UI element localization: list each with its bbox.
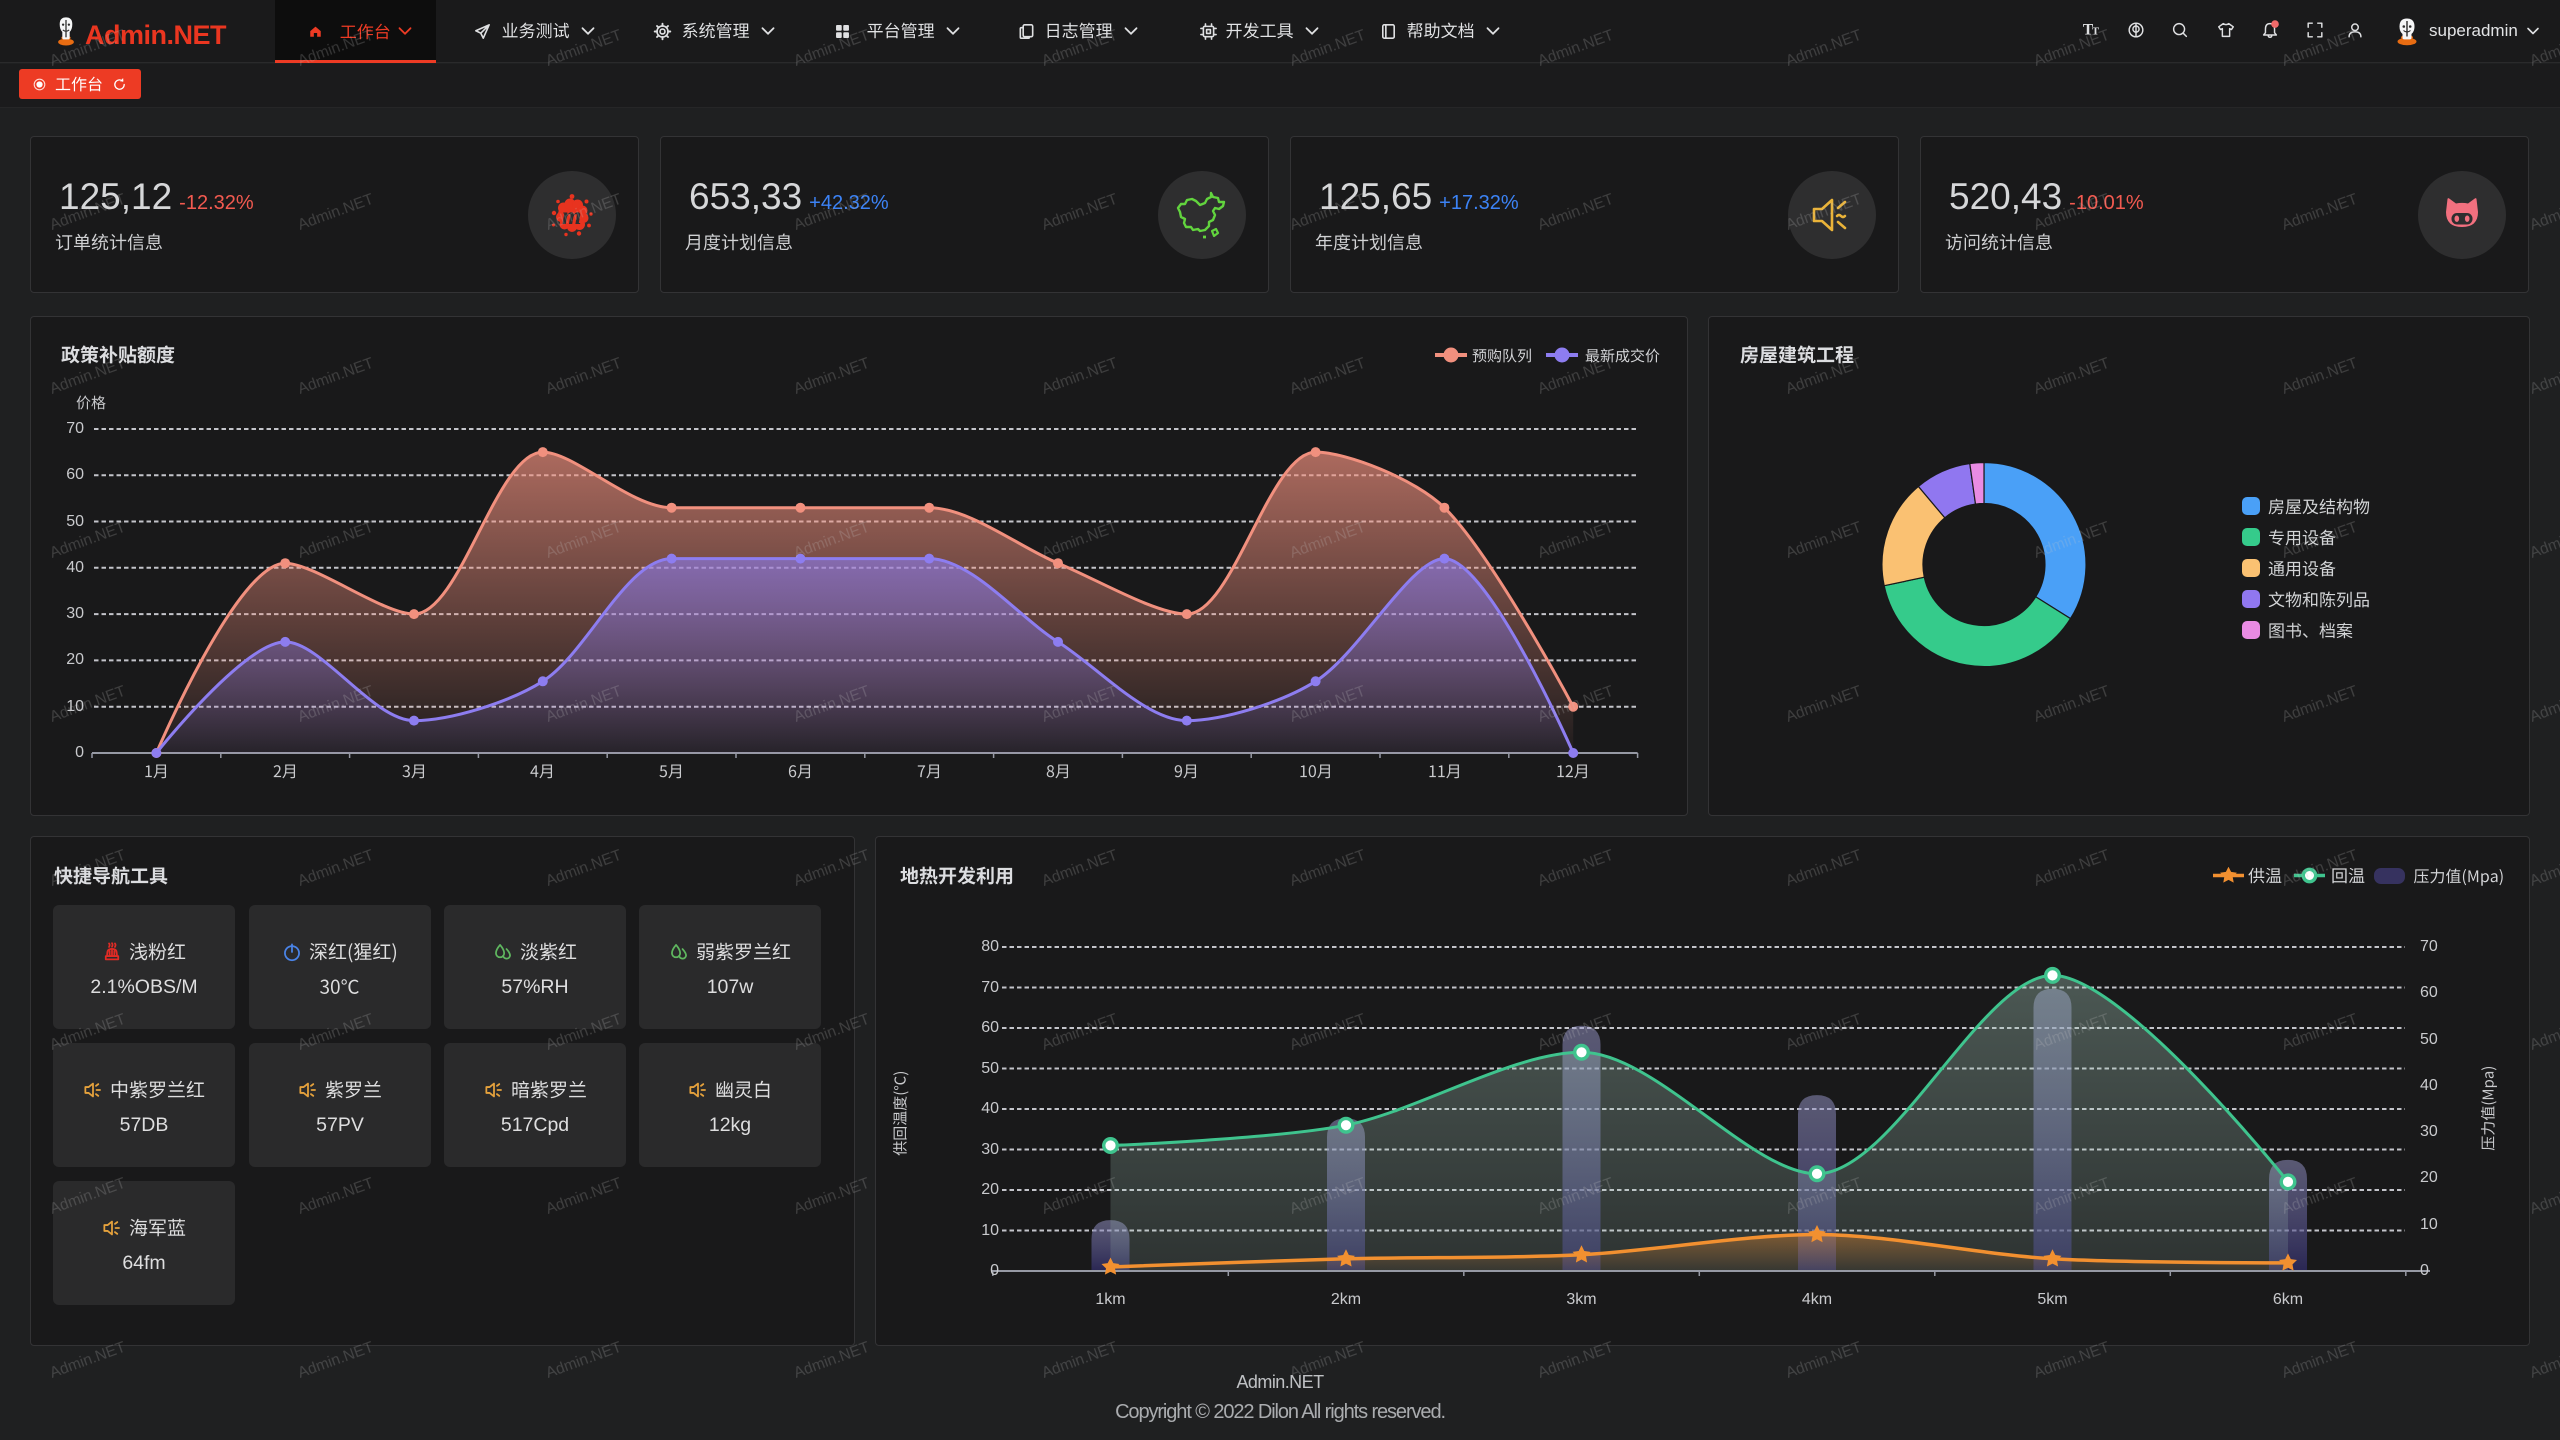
svg-text:T: T <box>2092 26 2100 38</box>
